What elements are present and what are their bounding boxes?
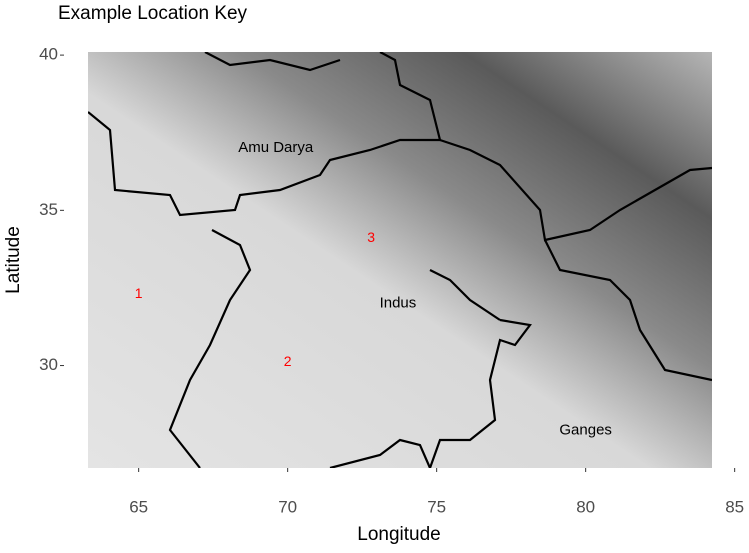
- border: [428, 318, 532, 468]
- border: [168, 229, 252, 468]
- x-tick-label: 65: [129, 497, 148, 516]
- location-label: 1: [135, 285, 143, 301]
- x-tick-label: 75: [427, 497, 446, 516]
- x-axis-title: Longitude: [357, 524, 440, 545]
- elevation-raster: [88, 52, 712, 468]
- chart-title: Example Location Key: [58, 3, 248, 24]
- border: [544, 239, 712, 382]
- location-label: 2: [284, 353, 292, 369]
- x-tick-label: 85: [725, 497, 744, 516]
- location-label: 3: [367, 229, 375, 245]
- region-label: Indus: [380, 294, 417, 311]
- x-tick-label: 70: [278, 497, 297, 516]
- y-tick-label: 40: [39, 45, 58, 64]
- region-label: Ganges: [559, 422, 612, 439]
- border: [429, 269, 501, 321]
- border: [88, 52, 442, 217]
- border: [204, 52, 341, 72]
- x-tick-label: 80: [576, 497, 595, 516]
- y-tick-label: 30: [39, 355, 58, 374]
- boundaries: [88, 52, 712, 468]
- border: [329, 438, 432, 468]
- y-tick-label: 35: [39, 200, 58, 219]
- region-label: Amu Darya: [238, 139, 314, 156]
- y-axis-title: Latitude: [3, 226, 24, 294]
